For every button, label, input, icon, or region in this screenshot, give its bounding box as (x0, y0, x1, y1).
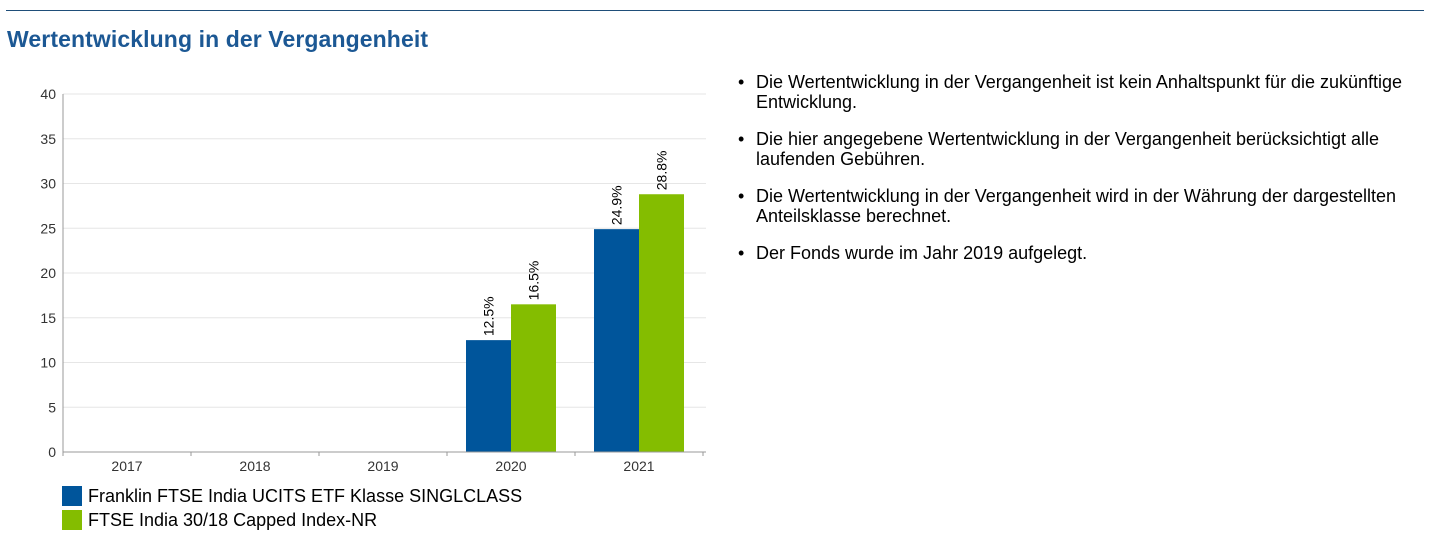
note-text: Die Wertentwicklung in der Vergangenheit… (756, 72, 1403, 112)
performance-bar-chart: 0 5 10 15 20 25 30 35 40 12.5% 16.5% 24.9% 28.8% 20… (40, 86, 706, 474)
x-tick-label: 2019 (367, 458, 398, 474)
legend-item-index[interactable]: FTSE India 30/18 Capped Index-NR (62, 508, 522, 532)
y-tick-label: 15 (40, 310, 56, 326)
legend-swatch-fund (62, 486, 82, 506)
x-tick-label: 2020 (495, 458, 526, 474)
legend-item-fund[interactable]: Franklin FTSE India UCITS ETF Klasse SIN… (62, 484, 522, 508)
bar-labels: 12.5% 16.5% 24.9% 28.8% (481, 151, 670, 337)
x-axis-ticks: 2017 2018 2019 2020 2021 (111, 458, 654, 474)
note-text: Die Wertentwicklung in der Vergangenheit… (756, 186, 1397, 226)
y-tick-label: 5 (48, 399, 56, 415)
bullet-icon: • (738, 129, 745, 149)
note-item: • Der Fonds wurde im Jahr 2019 aufgelegt… (736, 243, 1426, 263)
chart-legend: Franklin FTSE India UCITS ETF Klasse SIN… (62, 484, 522, 532)
page-title: Wertentwicklung in der Vergangenheit (7, 26, 429, 52)
bar-fund-2020[interactable] (466, 340, 511, 452)
x-tick-label: 2021 (623, 458, 654, 474)
y-tick-label: 25 (40, 220, 56, 236)
performance-notes: • Die Wertentwicklung in der Vergangenhe… (736, 72, 1426, 280)
bar-index-2020[interactable] (511, 304, 556, 452)
x-tick-label: 2018 (239, 458, 270, 474)
y-tick-label: 30 (40, 176, 56, 192)
top-rule (6, 10, 1424, 11)
chart-bars (466, 194, 684, 453)
x-tick-label: 2017 (111, 458, 142, 474)
note-text: Die hier angegebene Wertentwicklung in d… (756, 129, 1380, 169)
note-item: • Die Wertentwicklung in der Vergangenhe… (736, 72, 1426, 112)
note-item: • Die Wertentwicklung in der Vergangenhe… (736, 186, 1426, 226)
y-tick-label: 20 (40, 265, 56, 281)
y-tick-label: 0 (48, 444, 56, 460)
note-text: Der Fonds wurde im Jahr 2019 aufgelegt. (756, 243, 1088, 263)
bullet-icon: • (738, 72, 745, 92)
bullet-icon: • (738, 186, 745, 206)
legend-label-index: FTSE India 30/18 Capped Index-NR (88, 509, 378, 530)
bar-value-label: 28.8% (654, 151, 670, 191)
chart-axes (62, 94, 706, 456)
bullet-icon: • (738, 243, 745, 263)
note-item: • Die hier angegebene Wertentwicklung in… (736, 129, 1426, 169)
legend-swatch-index (62, 510, 82, 530)
bar-value-label: 12.5% (481, 296, 497, 336)
y-tick-label: 35 (40, 131, 56, 147)
bar-fund-2021[interactable] (594, 229, 639, 452)
bar-value-label: 24.9% (609, 185, 625, 225)
bar-index-2021[interactable] (639, 194, 684, 453)
legend-label-fund: Franklin FTSE India UCITS ETF Klasse SIN… (88, 485, 523, 506)
bar-value-label: 16.5% (526, 261, 542, 301)
y-tick-label: 10 (40, 355, 56, 371)
y-tick-label: 40 (40, 86, 56, 102)
y-axis-ticks: 0 5 10 15 20 25 30 35 40 (40, 86, 56, 460)
